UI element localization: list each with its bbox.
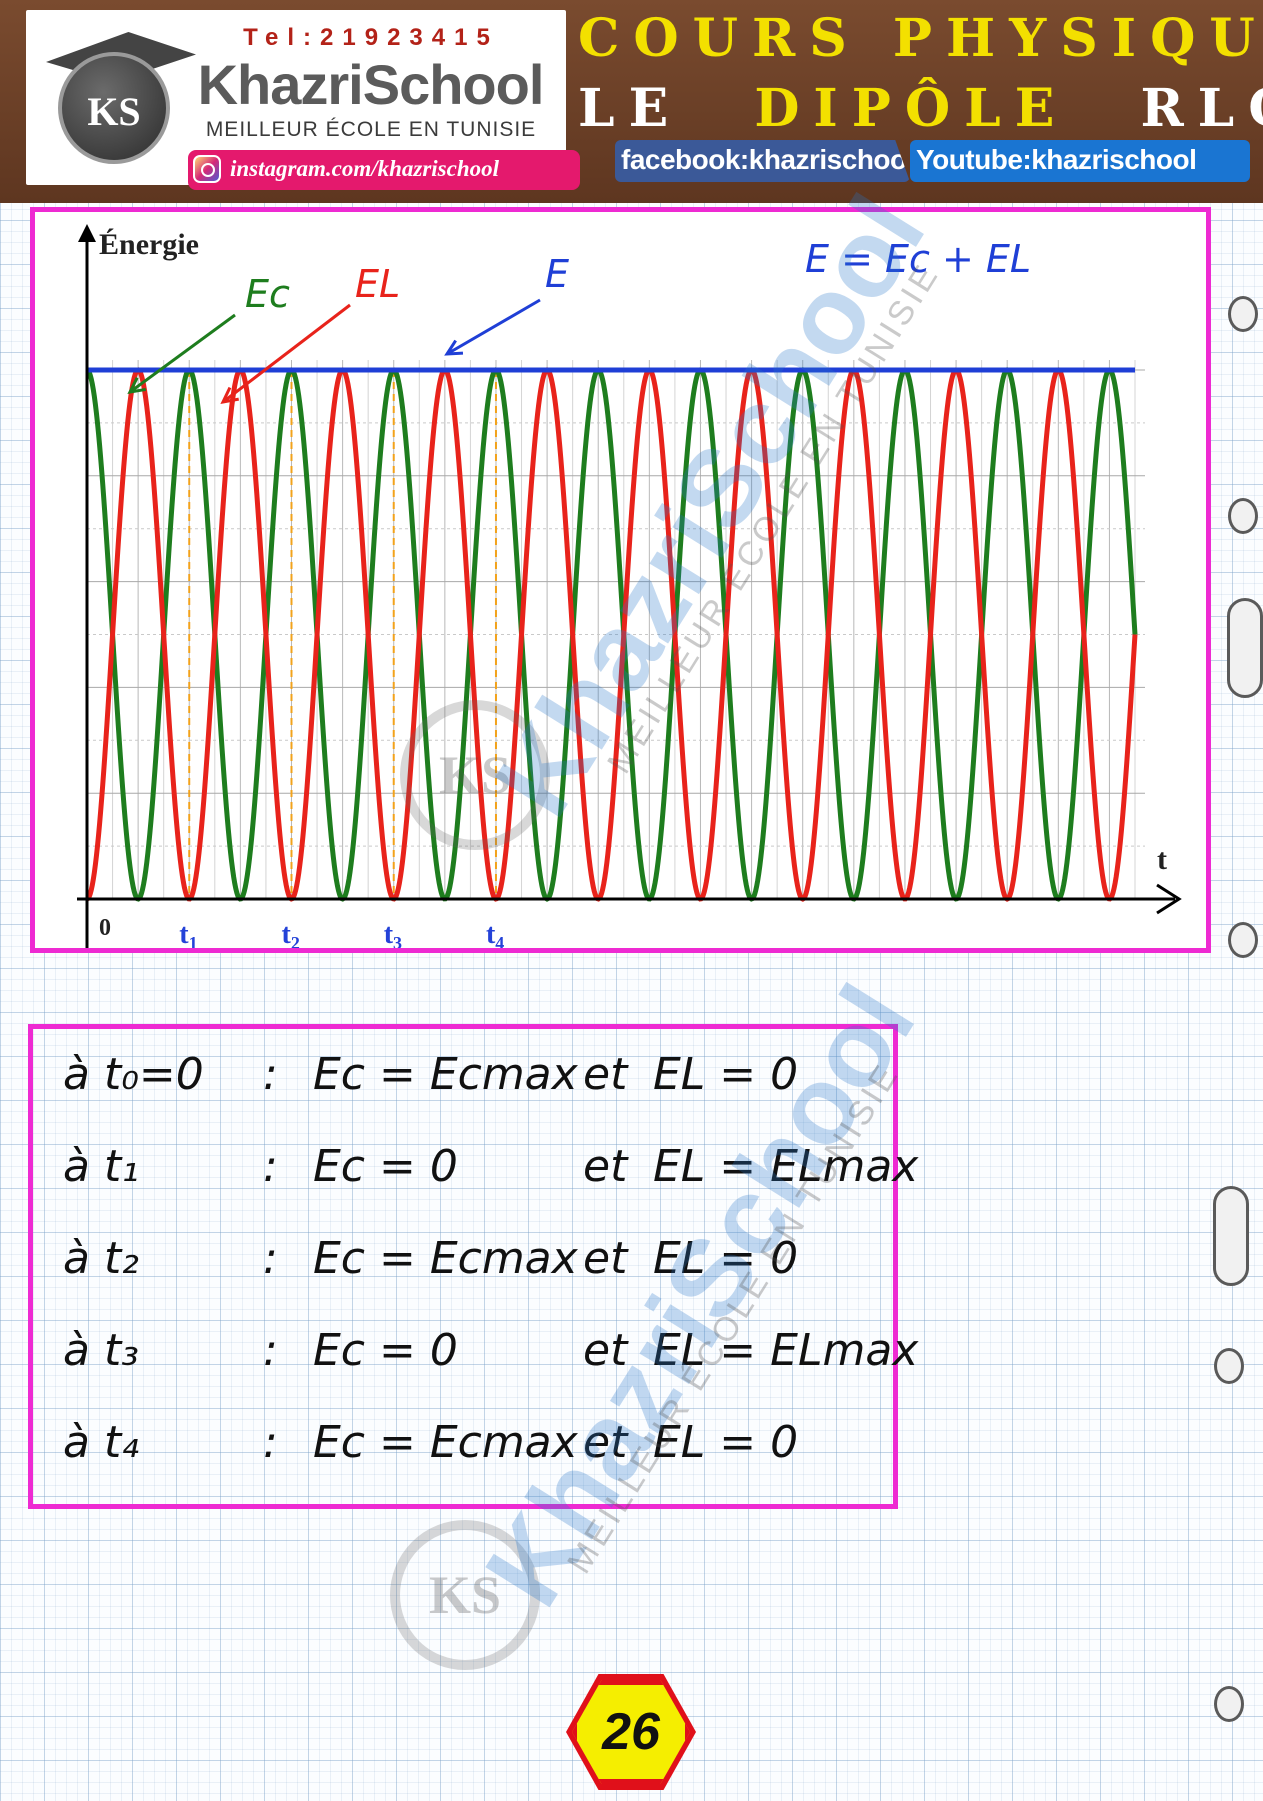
binder-hole <box>1228 498 1258 534</box>
watermark-logo: KS <box>390 1520 540 1670</box>
case-ec: Ec = 0 <box>313 1141 458 1192</box>
case-time: à t₃ <box>63 1325 139 1376</box>
brand-name: KhazriSchool <box>197 53 545 116</box>
case-el: EL = 0 <box>653 1417 799 1468</box>
x-axis-label: t <box>1157 843 1167 876</box>
subtitle-word-dipole: DIPÔLE <box>754 78 1069 139</box>
instagram-icon <box>193 155 221 183</box>
school-logo: KS <box>58 52 170 164</box>
case-et: et <box>583 1141 628 1192</box>
case-colon: : <box>263 1233 278 1284</box>
instagram-link[interactable]: instagram.com/khazrischool <box>188 150 580 190</box>
energy-chart: Énergie t 0 t1 t2 t3 t4 E = Ec + EL Ec EL E <box>77 224 1182 948</box>
case-colon: : <box>263 1417 278 1468</box>
time-tick-label: t3 <box>384 919 402 948</box>
case-row: à t₄ : Ec = Ecmax et EL = 0 <box>63 1417 903 1497</box>
brand-tagline: MEILLEUR ÉCOLE EN TUNISIE <box>205 118 537 141</box>
case-time: à t₂ <box>63 1233 139 1284</box>
youtube-link[interactable]: Youtube:khazrischool <box>910 140 1250 182</box>
case-time: à t₁ <box>63 1141 139 1192</box>
curve-label-el: EL <box>355 262 400 306</box>
case-row: à t₂ : Ec = Ecmax et EL = 0 <box>63 1233 903 1313</box>
curve-label-arrowhead <box>220 386 240 405</box>
case-row: à t₃ : Ec = 0 et EL = ELmax <box>63 1325 918 1405</box>
case-colon: : <box>263 1049 278 1100</box>
case-ec: Ec = 0 <box>313 1325 458 1376</box>
case-row: à t₀=0 : Ec = Ecmax et EL = 0 <box>63 1049 903 1129</box>
time-tick-label: t4 <box>486 919 504 948</box>
case-et: et <box>583 1049 628 1100</box>
binder-hole <box>1213 1186 1249 1286</box>
logo-text: KS <box>87 89 141 134</box>
curve-label-arrowhead <box>127 377 147 394</box>
case-row: à t₁ : Ec = 0 et EL = ELmax <box>63 1141 918 1221</box>
case-el: EL = 0 <box>653 1233 799 1284</box>
binder-hole <box>1228 922 1258 958</box>
instagram-text: instagram.com/khazrischool <box>230 156 500 181</box>
course-title: COURS PHYSIQUE <box>578 8 1263 69</box>
cases-box: à t₀=0 : Ec = Ecmax et EL = 0 à t₁ : Ec … <box>28 1024 918 1509</box>
energy-formula: E = Ec + EL <box>805 237 1031 281</box>
curve-label-ec: Ec <box>245 272 290 316</box>
case-time: à t₄ <box>63 1417 139 1468</box>
curve-label-arrow <box>446 298 541 356</box>
page-number: 26 <box>572 1680 690 1784</box>
page-header: KS Tel:21923415 KhazriSchool MEILLEUR ÉC… <box>0 0 1263 203</box>
y-axis-label: Énergie <box>99 228 199 261</box>
series-ec-curve <box>85 367 1138 902</box>
binder-hole <box>1214 1686 1244 1722</box>
subtitle-word-le: LE <box>578 78 683 139</box>
case-colon: : <box>263 1141 278 1192</box>
binder-hole <box>1214 1348 1244 1384</box>
subtitle-word-rlc: RLC <box>1140 78 1263 139</box>
phone-number: Tel:21923415 <box>243 24 499 51</box>
curve-label-arrow <box>222 303 351 404</box>
curve-label-arrow <box>129 313 236 394</box>
time-tick-label: t1 <box>179 919 197 948</box>
case-el: EL = ELmax <box>653 1141 919 1192</box>
curve-label-arrowhead <box>444 339 464 356</box>
course-subtitle: LE DIPÔLE RLC <box>578 78 1263 139</box>
case-ec: Ec = Ecmax <box>313 1233 578 1284</box>
case-colon: : <box>263 1325 278 1376</box>
energy-chart-frame: Énergie t 0 t1 t2 t3 t4 E = Ec + EL Ec EL E <box>30 207 1211 953</box>
watermark-logo: KS <box>400 700 550 850</box>
origin-label: 0 <box>99 915 111 941</box>
case-time: à t₀=0 <box>63 1049 204 1100</box>
x-axis-arrow <box>1156 883 1182 915</box>
case-et: et <box>583 1417 628 1468</box>
case-el: EL = ELmax <box>653 1325 919 1376</box>
case-ec: Ec = Ecmax <box>313 1049 578 1100</box>
y-axis-arrow <box>78 224 96 242</box>
case-et: et <box>583 1325 628 1376</box>
case-el: EL = 0 <box>653 1049 799 1100</box>
binder-hole <box>1227 598 1263 698</box>
series-el-curve <box>85 367 1138 902</box>
curve-label-e: E <box>545 252 569 296</box>
facebook-link[interactable]: facebook:khazrischool <box>615 140 910 182</box>
binder-hole <box>1228 296 1258 332</box>
time-tick-label: t2 <box>281 919 299 948</box>
case-et: et <box>583 1233 628 1284</box>
brand-card: KS Tel:21923415 KhazriSchool MEILLEUR ÉC… <box>26 10 580 190</box>
case-ec: Ec = Ecmax <box>313 1417 578 1468</box>
